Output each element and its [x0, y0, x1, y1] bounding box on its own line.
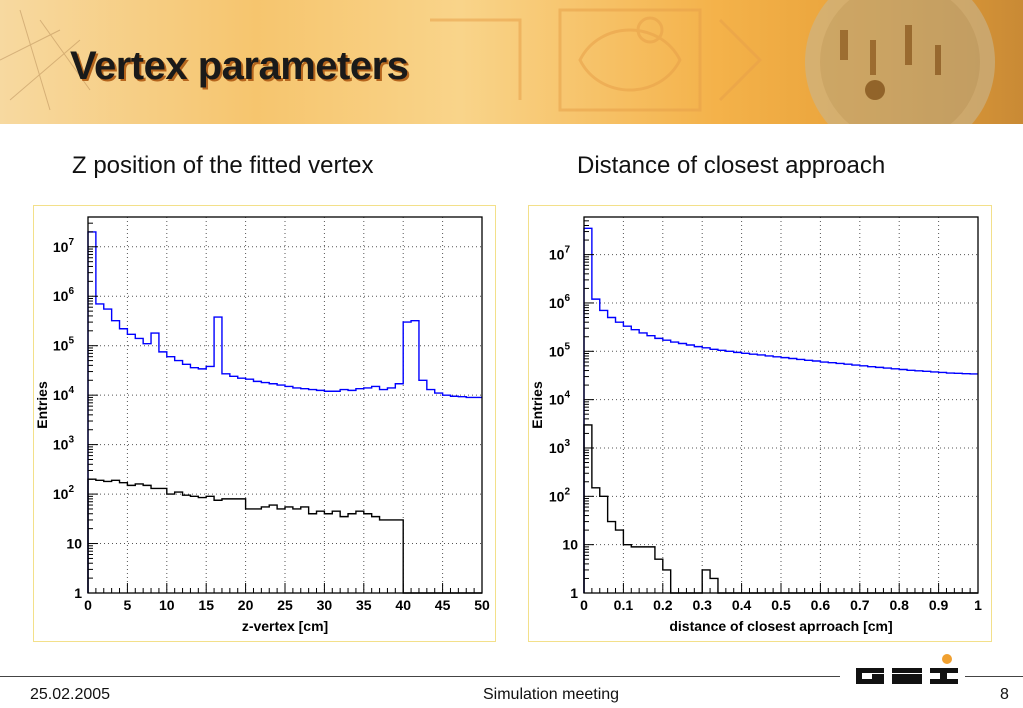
y-axis-label: Entries [529, 381, 545, 429]
z-vertex-plot: 0 5 10 15 20 25 30 35 40 45 50 1 10 102 103 104 105 106 10… [33, 205, 496, 642]
x-tick-label: 0.2 [653, 597, 673, 613]
y-tick-label: 107 [549, 245, 571, 263]
slide-title: Vertex parameters [70, 44, 409, 88]
y-tick-label: 103 [549, 438, 571, 456]
x-tick-label: 25 [277, 597, 293, 613]
x-tick-label: 0 [84, 597, 92, 613]
histogram-series-blue [87, 231, 482, 593]
x-tick-label: 45 [435, 597, 451, 613]
footer-divider [0, 676, 840, 677]
histogram-series-blue [583, 227, 978, 593]
x-tick-label: 0.8 [889, 597, 909, 613]
y-axis-label: Entries [34, 381, 50, 429]
title-banner: Vertex parameters [0, 0, 1023, 124]
y-tick-label: 107 [53, 237, 75, 255]
y-tick-label: 103 [53, 435, 75, 453]
y-tick-label: 10 [66, 536, 82, 552]
x-tick-label: 0.9 [929, 597, 949, 613]
x-tick-label: 20 [238, 597, 254, 613]
x-tick-label: 5 [124, 597, 132, 613]
x-tick-label: 40 [395, 597, 411, 613]
y-tick-label: 106 [53, 286, 75, 304]
x-axis-label: z-vertex [cm] [242, 618, 328, 634]
y-tick-label: 106 [549, 293, 571, 311]
x-tick-label: 0.7 [850, 597, 870, 613]
x-axis-label: distance of closest aprroach [cm] [669, 618, 892, 634]
y-tick-label: 10 [562, 537, 578, 553]
page-number: 8 [1000, 686, 1009, 703]
dca-plot: 0 0.1 0.2 0.3 0.4 0.5 0.6 0.7 0.8 0.9 1 1 10 102 103 10… [528, 205, 992, 642]
z-vertex-histogram: 0 5 10 15 20 25 30 35 40 45 50 1 10 102 103 104 105 106 10… [34, 216, 490, 634]
y-tick-label: 1 [74, 585, 82, 601]
x-tick-label: 0.5 [771, 597, 791, 613]
x-tick-label: 0.4 [732, 597, 752, 613]
histogram-series-black [583, 424, 978, 594]
y-tick-label: 105 [53, 336, 75, 354]
x-tick-label: 1 [974, 597, 982, 613]
y-tick-label: 105 [549, 341, 571, 359]
y-tick-label: 104 [549, 390, 571, 408]
dca-histogram: 0 0.1 0.2 0.3 0.4 0.5 0.6 0.7 0.8 0.9 1 1 10 102 103 10… [529, 216, 982, 634]
x-tick-label: 15 [198, 597, 214, 613]
x-tick-label: 0.6 [811, 597, 831, 613]
x-tick-label: 50 [474, 597, 490, 613]
footer-event-name: Simulation meeting [483, 686, 620, 703]
x-tick-label: 35 [356, 597, 372, 613]
y-tick-label: 104 [53, 385, 75, 403]
gsi-logo [856, 654, 958, 684]
x-tick-label: 0.1 [614, 597, 634, 613]
footer-date: 25.02.2005 [30, 686, 111, 703]
x-tick-label: 30 [317, 597, 333, 613]
x-tick-label: 0 [580, 597, 588, 613]
y-tick-label: 102 [549, 486, 571, 504]
y-tick-label: 1 [570, 585, 578, 601]
footer-divider-right [965, 676, 1023, 677]
right-plot-caption: Distance of closest approach [577, 152, 886, 179]
y-tick-label: 102 [53, 484, 75, 502]
x-tick-label: 10 [159, 597, 175, 613]
banner-decoration [0, 0, 995, 124]
x-tick-label: 0.3 [692, 597, 712, 613]
left-plot-caption: Z position of the fitted vertex [72, 152, 374, 179]
histogram-series-black [87, 478, 482, 594]
